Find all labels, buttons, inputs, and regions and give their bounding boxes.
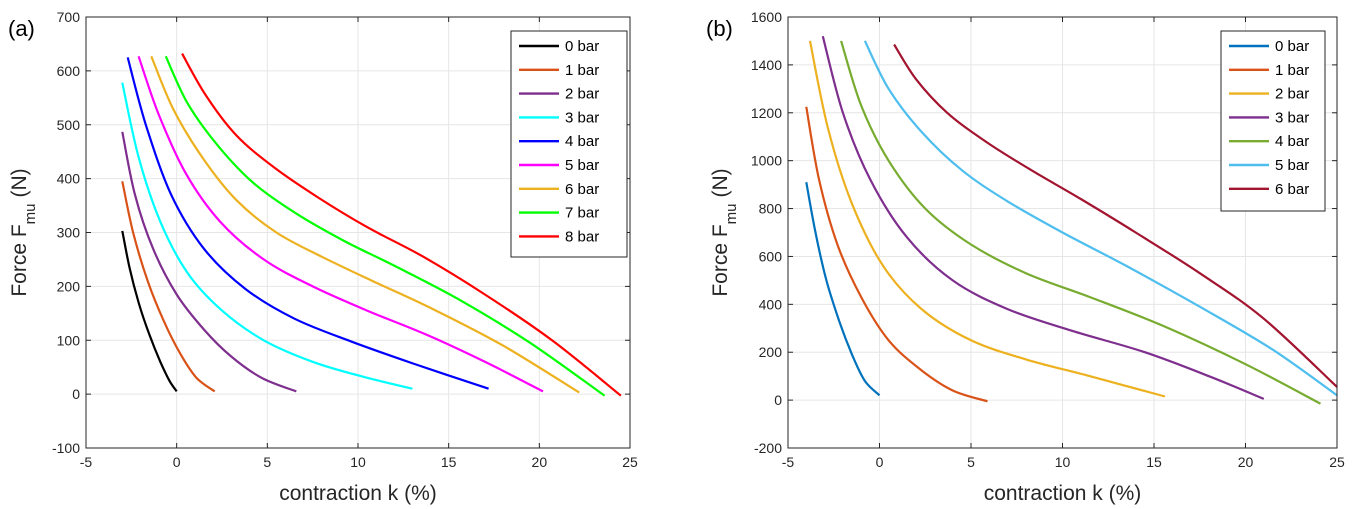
- y-axis-label: Force Fmu (N): [709, 168, 740, 296]
- x-tick-label: 15: [441, 454, 457, 470]
- y-tick-label: 200: [759, 344, 783, 360]
- legend-entry-label: 0 bar: [1275, 38, 1309, 55]
- legend-entry-label: 4 bar: [1275, 133, 1309, 150]
- x-tick-label: 25: [622, 454, 638, 470]
- chart-panel-a: -5 0 5 10 15 20 25 -100 0 100 200 300 400 500 600 700 co…: [8, 9, 638, 505]
- legend: 0 bar 1 bar 2 bar 3 bar 4 bar 5 bar 6 bar 7 bar…: [510, 30, 628, 258]
- series-line-6-bar: [150, 55, 580, 394]
- panel-label: (a): [8, 16, 35, 41]
- x-tick-label: 20: [532, 454, 548, 470]
- series-line-4-bar: [126, 57, 489, 390]
- legend-entry-label: 6 bar: [565, 181, 599, 198]
- legend-box: [1220, 30, 1326, 212]
- y-tick-label: 1400: [751, 57, 782, 73]
- series-line-0-bar: [805, 182, 881, 397]
- series-line-2-bar: [808, 40, 1166, 398]
- legend-entry-label: 4 bar: [565, 133, 599, 150]
- series-line-7-bar: [164, 55, 606, 397]
- y-tick-label: -100: [52, 440, 80, 456]
- y-tick-label: 0: [72, 386, 80, 402]
- x-tick-label: 0: [876, 454, 884, 470]
- y-axis-label-subscript: mu: [22, 203, 39, 224]
- panel-label: (b): [706, 16, 733, 41]
- x-tick-label: 5: [967, 454, 975, 470]
- x-tick-label: 10: [350, 454, 366, 470]
- y-axis-label-main: Force F: [8, 224, 31, 296]
- x-tick-label: 25: [1329, 454, 1345, 470]
- x-tick-label: 10: [1055, 454, 1071, 470]
- series-line-5-bar: [863, 40, 1338, 397]
- series-line-5-bar: [137, 55, 544, 393]
- series-line-1-bar: [121, 181, 216, 393]
- y-tick-label: 500: [57, 117, 81, 133]
- legend-entry-label: 3 bar: [565, 109, 599, 126]
- y-tick-label: 600: [759, 248, 783, 264]
- y-tick-label: 600: [57, 63, 81, 79]
- y-axis-label: Force Fmu (N): [8, 168, 39, 296]
- series-line-8-bar: [181, 53, 622, 397]
- y-tick-label: 800: [759, 201, 783, 217]
- y-tick-label: 700: [57, 9, 81, 25]
- series-line-3-bar: [121, 82, 413, 390]
- x-axis-label: contraction k (%): [984, 482, 1142, 505]
- legend: 0 bar 1 bar 2 bar 3 bar 4 bar 5 bar 6 bar: [1220, 30, 1326, 212]
- x-tick-label: -5: [80, 454, 93, 470]
- series-line-0-bar: [121, 230, 178, 393]
- series-line-6-bar: [893, 43, 1338, 388]
- x-tick-label: 0: [173, 454, 181, 470]
- legend-entry-label: 6 bar: [1275, 181, 1309, 198]
- x-axis-label: contraction k (%): [279, 482, 437, 505]
- y-tick-label: 400: [57, 171, 81, 187]
- legend-entry-label: 2 bar: [565, 86, 599, 103]
- y-tick-label: 400: [759, 296, 783, 312]
- legend-entry-label: 5 bar: [1275, 157, 1309, 174]
- series-line-3-bar: [821, 35, 1265, 400]
- series-line-1-bar: [805, 106, 988, 403]
- legend-entry-label: 0 bar: [565, 38, 599, 55]
- y-axis-label-main: Force F: [709, 224, 732, 296]
- y-tick-label: 1200: [751, 105, 782, 121]
- x-tick-label: 15: [1146, 454, 1162, 470]
- x-tick-label: 20: [1238, 454, 1254, 470]
- y-tick-label: -200: [754, 440, 782, 456]
- legend-entry-label: 1 bar: [565, 62, 599, 79]
- y-axis-label-unit: (N): [8, 168, 31, 197]
- legend-entry-label: 8 bar: [565, 228, 599, 245]
- y-tick-label: 1600: [751, 9, 782, 25]
- chart-panel-b: -5 0 5 10 15 20 25 -200 0 200 400 600 800 1000 1200 140…: [706, 9, 1345, 505]
- y-tick-label: 100: [57, 332, 81, 348]
- series-line-4-bar: [840, 40, 1322, 405]
- legend-entry-label: 2 bar: [1275, 86, 1309, 103]
- y-axis-label-unit: (N): [709, 168, 732, 197]
- legend-entry-label: 3 bar: [1275, 109, 1309, 126]
- y-tick-label: 300: [57, 225, 81, 241]
- x-tick-label: -5: [782, 454, 795, 470]
- legend-entry-label: 7 bar: [565, 205, 599, 222]
- y-axis-label-subscript: mu: [723, 203, 740, 224]
- legend-entry-label: 5 bar: [565, 157, 599, 174]
- series-line-2-bar: [121, 131, 297, 393]
- legend-entry-label: 1 bar: [1275, 62, 1309, 79]
- y-tick-label: 200: [57, 278, 81, 294]
- y-tick-label: 1000: [751, 153, 782, 169]
- x-tick-label: 5: [263, 454, 271, 470]
- y-tick-label: 0: [774, 392, 782, 408]
